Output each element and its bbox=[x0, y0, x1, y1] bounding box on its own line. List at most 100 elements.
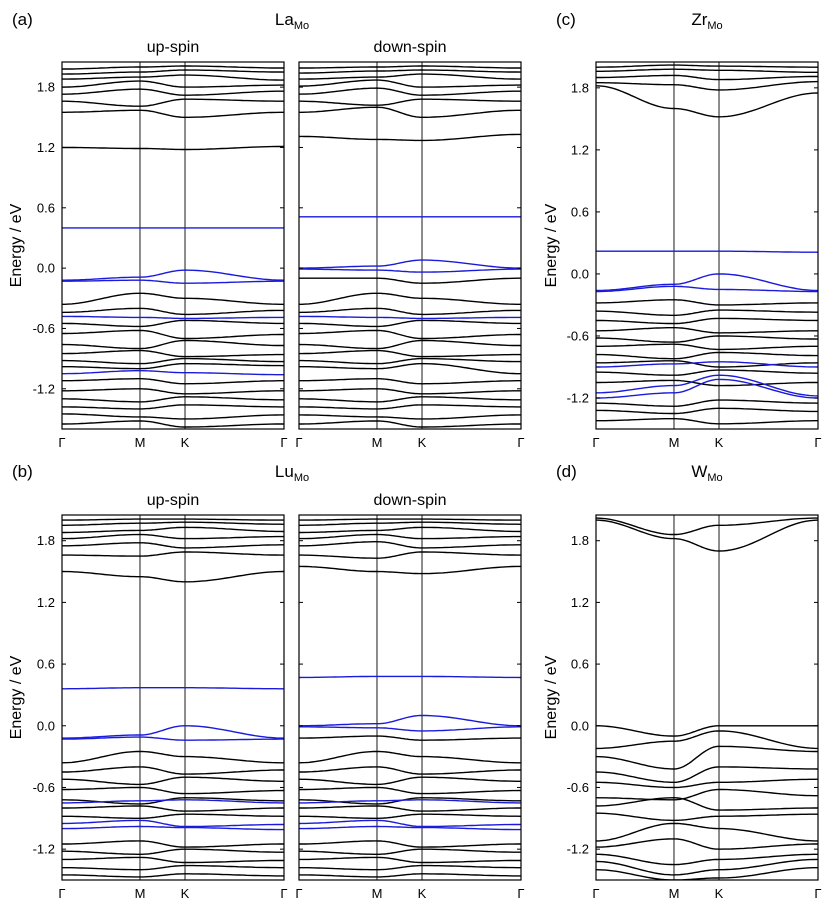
band-line-black bbox=[62, 848, 284, 855]
band-line-black bbox=[596, 858, 818, 876]
band-line-black bbox=[62, 388, 284, 395]
band-line-black bbox=[299, 357, 521, 365]
band-line-black bbox=[62, 786, 284, 795]
y-tick-label: 0.0 bbox=[571, 718, 589, 733]
x-tick-label: K bbox=[418, 435, 427, 450]
band-line-black bbox=[62, 420, 284, 428]
y-tick-label: 0.6 bbox=[37, 200, 55, 215]
panel-b: (b) LuMo Energy / eV up-spin 1.8 1.2 0.6 0.0 -0.… bbox=[8, 462, 525, 901]
band-line-black bbox=[299, 813, 521, 819]
band-line-black bbox=[596, 327, 818, 334]
subplot-a-up-spin: up-spin 1.8 1.2 0.6 0.0 -0.6 -1.2 Γ M K Γ bbox=[33, 39, 288, 450]
band-line-blue bbox=[299, 726, 521, 732]
band-line-black bbox=[596, 379, 818, 387]
y-tick-label: 1.2 bbox=[571, 142, 589, 157]
band-line-black bbox=[299, 735, 521, 741]
band-line-black bbox=[596, 730, 818, 750]
x-tick-label: Γ bbox=[58, 435, 65, 450]
axes-frame bbox=[298, 61, 522, 430]
band-line-blue bbox=[596, 250, 818, 253]
bands bbox=[62, 65, 284, 428]
axes-frame bbox=[595, 514, 819, 881]
x-tick-label: Γ bbox=[58, 886, 65, 901]
band-line-black bbox=[596, 369, 818, 376]
band-line-black bbox=[299, 848, 521, 855]
y-tick-label: 0.0 bbox=[37, 261, 55, 276]
y-tick-label: 0.6 bbox=[37, 657, 55, 672]
band-line-black bbox=[299, 292, 521, 305]
panel-title-d: WMo bbox=[691, 462, 722, 484]
band-line-blue bbox=[596, 374, 818, 397]
bands bbox=[299, 65, 521, 428]
x-tick-label: Γ bbox=[295, 886, 302, 901]
band-line-black bbox=[596, 80, 818, 91]
y-tick-label: -1.2 bbox=[567, 390, 589, 405]
band-line-black bbox=[596, 788, 818, 801]
band-line-black bbox=[299, 349, 521, 358]
x-tick-label: K bbox=[181, 435, 190, 450]
band-line-black bbox=[299, 339, 521, 350]
band-line-black bbox=[62, 319, 284, 328]
band-line-black bbox=[62, 526, 284, 534]
band-line-black bbox=[299, 856, 521, 864]
bands bbox=[299, 518, 521, 878]
y-tick-label: 1.8 bbox=[571, 80, 589, 95]
band-line-black bbox=[62, 98, 284, 107]
y-tick-label: -0.6 bbox=[33, 780, 55, 795]
band-line-black bbox=[62, 145, 284, 151]
band-line-black bbox=[62, 813, 284, 819]
axes-frame bbox=[61, 61, 285, 430]
band-line-black bbox=[299, 319, 521, 328]
y-axis-label-b: Energy / eV bbox=[8, 655, 25, 739]
band-line-black bbox=[596, 812, 818, 822]
band-line-black bbox=[62, 766, 284, 775]
band-line-black bbox=[62, 856, 284, 864]
y-tick-label: -0.6 bbox=[33, 321, 55, 336]
band-line-blue bbox=[596, 361, 818, 368]
x-tick-label: M bbox=[372, 886, 383, 901]
band-line-black bbox=[62, 521, 284, 526]
x-tick-label: Γ bbox=[814, 435, 821, 450]
band-line-black bbox=[596, 317, 818, 325]
band-line-black bbox=[299, 840, 521, 848]
axes-frame bbox=[298, 514, 522, 881]
band-line-black bbox=[299, 87, 521, 96]
band-line-black bbox=[299, 805, 521, 812]
band-line-black bbox=[299, 533, 521, 540]
x-tick-label: Γ bbox=[295, 435, 302, 450]
band-line-black bbox=[62, 292, 284, 305]
band-line-blue bbox=[596, 378, 818, 399]
band-line-black bbox=[62, 88, 284, 96]
band-line-black bbox=[299, 65, 521, 69]
band-line-black bbox=[299, 307, 521, 316]
subplot-d-main: 1.8 1.2 0.6 0.0 -0.6 -1.2 Γ M K Γ bbox=[567, 514, 822, 901]
band-line-black bbox=[596, 309, 818, 316]
band-line-black bbox=[62, 776, 284, 786]
band-line-black bbox=[62, 357, 284, 365]
band-line-black bbox=[299, 388, 521, 395]
panel-d: (d) WMo Energy / eV 1.8 1.2 0.6 0.0 -0.6 -1.2 Γ M K… bbox=[543, 462, 822, 901]
band-line-blue bbox=[299, 268, 521, 273]
panel-title-a: LaMo bbox=[275, 10, 309, 32]
subplot-title-b-up-spin: up-spin bbox=[147, 492, 199, 509]
subplot-c-main: 1.8 1.2 0.6 0.0 -0.6 -1.2 Γ M K Γ bbox=[567, 61, 822, 450]
band-line-black bbox=[62, 80, 284, 88]
band-line-black bbox=[62, 404, 284, 410]
band-line-black bbox=[596, 343, 818, 351]
band-line-black bbox=[62, 396, 284, 403]
panel-c: (c) ZrMo Energy / eV 1.8 1.2 0.6 0.0 -0.6 -1.2 Γ M… bbox=[543, 10, 822, 450]
band-line-black bbox=[62, 339, 284, 350]
x-tick-label: Γ bbox=[517, 435, 524, 450]
band-line-black bbox=[596, 351, 818, 360]
y-tick-label: -0.6 bbox=[567, 328, 589, 343]
subplot-b-down-spin: down-spin Γ M K Γ bbox=[295, 492, 524, 901]
band-line-black bbox=[596, 853, 818, 866]
x-tick-label: M bbox=[669, 886, 680, 901]
y-tick-label: 1.2 bbox=[37, 595, 55, 610]
y-axis-label-c: Energy / eV bbox=[543, 203, 560, 287]
band-line-black bbox=[596, 85, 818, 118]
band-line-black bbox=[596, 519, 818, 552]
band-line-black bbox=[299, 106, 521, 118]
band-line-blue bbox=[62, 370, 284, 376]
band-line-black bbox=[596, 745, 818, 770]
